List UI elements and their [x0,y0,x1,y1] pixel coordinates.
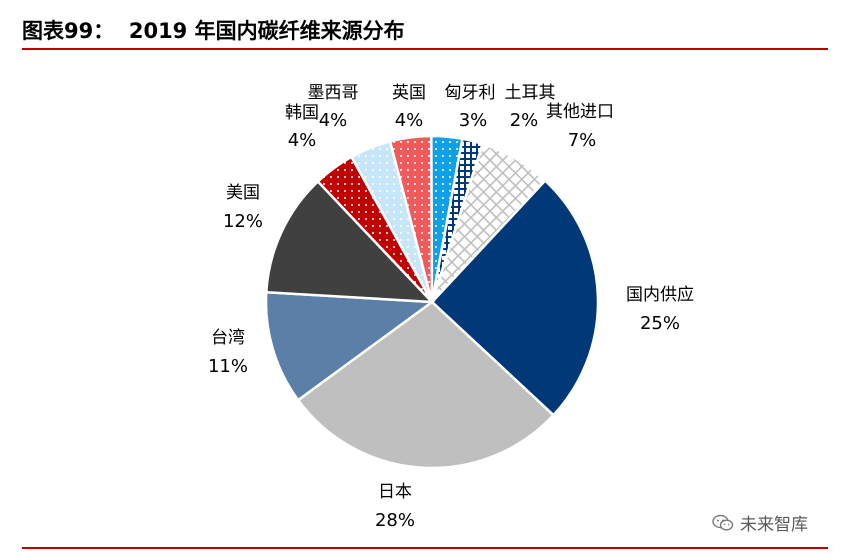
pie-slice-1 [430,178,600,417]
slice-value-label: 4% [288,130,317,151]
slice-category-label: 其他进口 [546,102,614,122]
pie-slice-2 [296,300,556,470]
slice-value-label: 25% [640,313,680,334]
watermark: 未来智库 [712,510,808,535]
slice-category-label: 土耳其 [505,83,556,103]
slice-category-label: 墨西哥 [308,83,359,103]
figure-title: 图表99： 2019 年国内碳纤维来源分布 [22,19,405,43]
watermark-text: 未来智库 [740,515,808,535]
slice-category-label: 国内供应 [626,285,694,305]
footer-divider [22,547,828,549]
pie-slice-10 [430,142,547,303]
slice-value-label: 11% [208,356,248,377]
slice-value-label: 4% [395,110,424,131]
title-divider [22,48,828,50]
slice-category-label: 台湾 [211,328,245,348]
slice-value-label: 28% [375,510,415,531]
slice-value-label: 4% [319,110,348,131]
pie-slice-4 [264,179,436,304]
slice-value-label: 7% [568,130,597,151]
slice-category-label: 英国 [392,83,426,103]
slice-value-label: 12% [223,211,263,232]
wechat-icon [712,514,734,531]
pie-slice-3 [264,290,436,402]
slice-category-label: 韩国 [285,103,319,123]
slice-value-label: 2% [510,110,539,131]
slice-category-label: 美国 [226,183,260,203]
slice-category-label: 匈牙利 [445,83,496,103]
slice-category-label: 日本 [378,482,412,502]
slice-value-label: 3% [459,110,488,131]
